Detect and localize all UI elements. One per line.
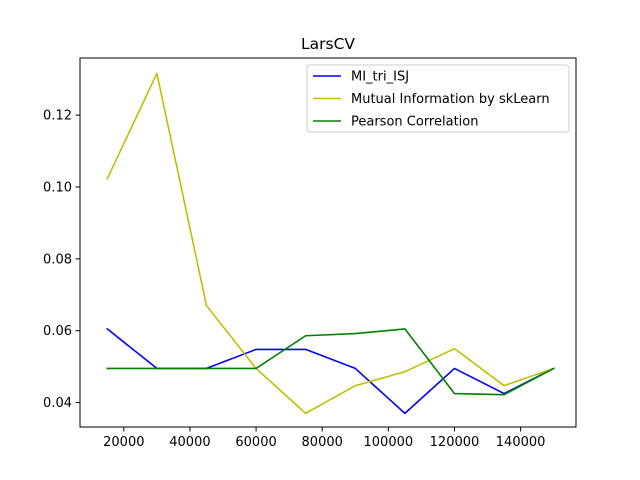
series-line-2 [106, 72, 555, 415]
legend-label-1: MI_tri_ISJ [351, 70, 409, 85]
legend-label-2: Mutual Information by skLearn [351, 92, 550, 107]
series-layer [106, 72, 555, 415]
plot-frame [79, 57, 577, 428]
x-tick-label: 100000 [364, 435, 414, 450]
y-tick-label: 0.04 [43, 396, 72, 411]
x-tick-label: 120000 [430, 435, 480, 450]
x-tick-label: 20000 [103, 435, 144, 450]
x-tick-label: 80000 [302, 435, 343, 450]
y-tick-label: 0.10 [43, 180, 72, 195]
axes-layer: 20000 40000 60000 80000 100000 120000 140000 0.… [43, 57, 577, 450]
legend-box [306, 64, 570, 133]
legend: MI_tri_ISJ Mutual Information by skLearn P… [306, 64, 570, 133]
x-tick-label: 40000 [169, 435, 210, 450]
y-tick-label: 0.12 [43, 109, 72, 124]
y-tick-label: 0.08 [43, 252, 72, 267]
legend-label-3: Pearson Correlation [351, 115, 478, 130]
y-tick-label: 0.06 [43, 324, 72, 339]
chart-title: LarsCV [301, 35, 355, 53]
series-line-3 [106, 328, 555, 396]
x-tick-label: 60000 [235, 435, 276, 450]
x-tick-label: 140000 [496, 435, 546, 450]
